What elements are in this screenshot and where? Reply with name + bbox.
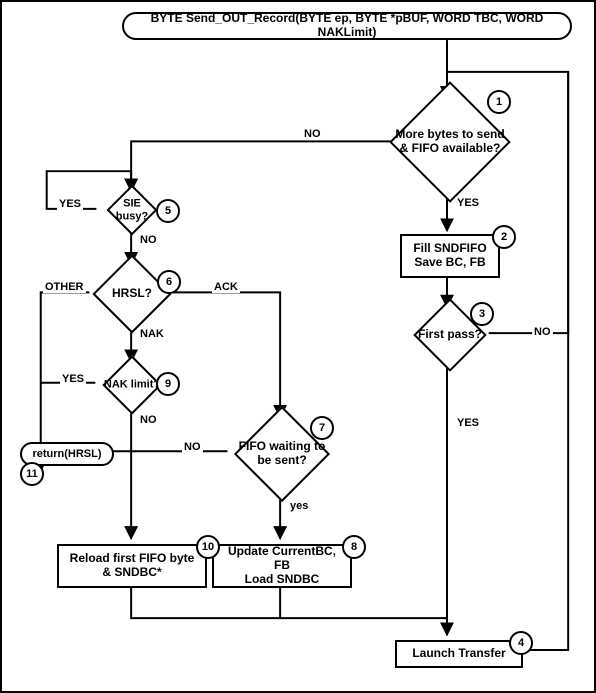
node-d9: NAK limit? xyxy=(111,364,153,406)
node-r4: Launch Transfer xyxy=(395,640,523,668)
d5-text: SIE busy? xyxy=(107,197,157,222)
node-d1: More bytes to send & FIFO available? xyxy=(407,99,493,185)
return-text: return(HRSL) xyxy=(32,448,101,461)
r4-text: Launch Transfer xyxy=(412,647,505,661)
label-d5-yes: YES xyxy=(57,198,83,210)
label-d7-yes: yes xyxy=(288,500,310,512)
node-d7: FIFO waiting to be sent? xyxy=(248,420,316,488)
badge-7: 7 xyxy=(310,416,334,440)
flowchart-canvas: BYTE Send_OUT_Record(BYTE ep, BYTE *pBUF… xyxy=(0,0,596,693)
r2-text: Fill SNDFIFO Save BC, FB xyxy=(413,242,486,270)
badge-8: 8 xyxy=(342,535,366,559)
label-d3-yes: YES xyxy=(455,417,481,429)
node-d3: First pass? xyxy=(424,309,476,361)
label-d6-nak: NAK xyxy=(138,328,166,340)
badge-11: 11 xyxy=(20,462,44,486)
label-d9-yes: YES xyxy=(60,373,86,385)
title-text: BYTE Send_OUT_Record(BYTE ep, BYTE *pBUF… xyxy=(134,12,560,40)
label-d1-no: NO xyxy=(302,128,323,140)
label-d6-ack: ACK xyxy=(212,281,240,293)
d3-text: First pass? xyxy=(414,328,487,342)
node-d5: SIE busy? xyxy=(114,192,150,228)
label-d1-yes: YES xyxy=(455,197,481,209)
node-r8: Update CurrentBC, FB Load SNDBC xyxy=(212,544,352,588)
badge-3: 3 xyxy=(470,302,494,326)
badge-10: 10 xyxy=(196,535,220,559)
label-d7-no: NO xyxy=(182,441,203,453)
d1-text: More bytes to send & FIFO available? xyxy=(390,128,510,156)
r8-text: Update CurrentBC, FB Load SNDBC xyxy=(220,545,344,586)
label-d5-no: NO xyxy=(138,234,159,246)
r10-text: Reload first FIFO byte & SNDBC* xyxy=(65,552,199,580)
badge-5: 5 xyxy=(156,199,180,223)
badge-9: 9 xyxy=(156,372,180,396)
badge-2: 2 xyxy=(492,225,516,249)
node-r2: Fill SNDFIFO Save BC, FB xyxy=(400,234,500,278)
node-title: BYTE Send_OUT_Record(BYTE ep, BYTE *pBUF… xyxy=(122,12,572,40)
node-r10: Reload first FIFO byte & SNDBC* xyxy=(57,544,207,588)
d9-text: NAK limit? xyxy=(103,379,162,392)
node-d6: HRSL? xyxy=(104,266,160,322)
badge-4: 4 xyxy=(509,631,533,655)
badge-1: 1 xyxy=(487,90,511,114)
d7-text: FIFO waiting to be sent? xyxy=(234,440,329,468)
label-d9-no: NO xyxy=(138,414,159,426)
label-d3-no: NO xyxy=(532,326,553,338)
badge-6: 6 xyxy=(157,270,181,294)
label-d6-oth: OTHER xyxy=(43,281,86,293)
